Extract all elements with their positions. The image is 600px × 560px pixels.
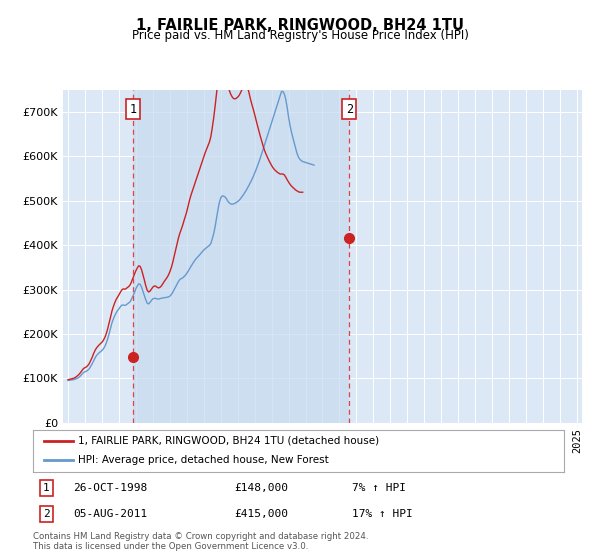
Text: 7% ↑ HPI: 7% ↑ HPI [352, 483, 406, 493]
Text: 26-OCT-1998: 26-OCT-1998 [73, 483, 147, 493]
Bar [133, 90, 349, 423]
Text: 2: 2 [346, 103, 353, 116]
Text: 1, FAIRLIE PARK, RINGWOOD, BH24 1TU (detached house): 1, FAIRLIE PARK, RINGWOOD, BH24 1TU (det… [78, 436, 379, 446]
Text: 05-AUG-2011: 05-AUG-2011 [73, 509, 147, 519]
Text: Price paid vs. HM Land Registry's House Price Index (HPI): Price paid vs. HM Land Registry's House … [131, 29, 469, 42]
Text: Contains HM Land Registry data © Crown copyright and database right 2024.
This d: Contains HM Land Registry data © Crown c… [33, 532, 368, 552]
Text: £148,000: £148,000 [235, 483, 289, 493]
Text: 1: 1 [130, 103, 136, 116]
Text: 17% ↑ HPI: 17% ↑ HPI [352, 509, 412, 519]
Text: HPI: Average price, detached house, New Forest: HPI: Average price, detached house, New … [78, 455, 329, 465]
Text: 1: 1 [43, 483, 50, 493]
Text: £415,000: £415,000 [235, 509, 289, 519]
Text: 1, FAIRLIE PARK, RINGWOOD, BH24 1TU: 1, FAIRLIE PARK, RINGWOOD, BH24 1TU [136, 18, 464, 33]
Text: 2: 2 [43, 509, 50, 519]
